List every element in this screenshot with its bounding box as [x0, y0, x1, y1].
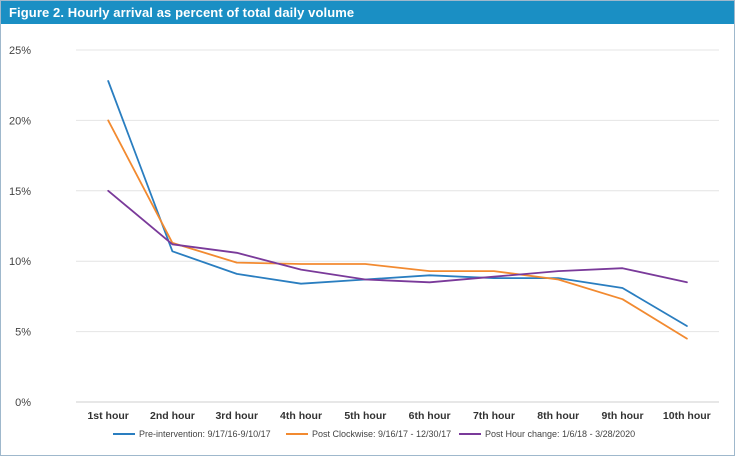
series-line-2 — [107, 119, 688, 340]
x-tick-label: 2nd hour — [150, 410, 195, 422]
x-tick-label: 5th hour — [344, 410, 386, 422]
x-tick-label: 7th hour — [473, 410, 515, 422]
x-tick-label: 3rd hour — [215, 410, 258, 422]
x-tick-label: 9th hour — [602, 410, 644, 422]
figure-title: Figure 2. Hourly arrival as percent of t… — [1, 1, 734, 24]
y-tick-label: 10% — [9, 256, 31, 268]
line-chart: 0% 5% 10% 15% 20% 25% 1st hour 2nd hour 3rd hou… — [9, 45, 719, 439]
x-axis-ticks: 1st hour 2nd hour 3rd hour 4th hour 5th hour… — [87, 410, 710, 422]
x-tick-label: 4th hour — [280, 410, 322, 422]
legend-label: Pre-intervention: 9/17/16-9/10/17 — [139, 429, 271, 439]
x-tick-label: 8th hour — [537, 410, 579, 422]
series-lines — [107, 80, 688, 340]
series-line-3 — [107, 189, 688, 284]
y-tick-label: 0% — [15, 397, 31, 409]
x-tick-label: 1st hour — [87, 410, 128, 422]
series-line-1 — [107, 80, 688, 327]
gridlines — [76, 49, 719, 403]
y-tick-label: 15% — [9, 186, 31, 198]
legend-label: Post Clockwise: 9/16/17 - 12/30/17 — [312, 429, 451, 439]
legend-label: Post Hour change: 1/6/18 - 3/28/2020 — [485, 429, 635, 439]
x-tick-label: 6th hour — [409, 410, 451, 422]
y-tick-label: 5% — [15, 327, 31, 339]
y-tick-label: 25% — [9, 45, 31, 57]
legend: Pre-intervention: 9/17/16-9/10/17 Post Cl… — [113, 429, 635, 439]
y-axis-ticks: 0% 5% 10% 15% 20% 25% — [9, 45, 31, 409]
x-tick-label: 10th hour — [663, 410, 711, 422]
y-tick-label: 20% — [9, 115, 31, 127]
